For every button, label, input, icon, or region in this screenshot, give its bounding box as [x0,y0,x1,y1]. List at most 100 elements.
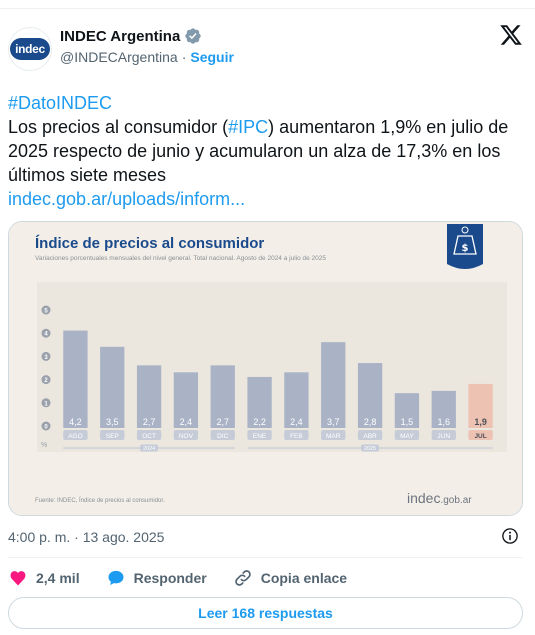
bar-value-label: 1,5 [401,417,414,427]
bar-oct [136,365,162,428]
bar-value-label: 4,2 [69,417,82,427]
reply-button[interactable]: Responder [106,568,207,588]
category-pill [284,430,309,440]
bar-value-label: 1,6 [437,417,450,427]
category-pill [357,430,383,440]
hashtag-ipc[interactable]: #IPC [228,117,269,137]
read-replies-button[interactable]: Leer 168 respuestas [8,597,523,629]
year-pill [140,444,159,452]
like-count: 2,4 mil [36,570,80,586]
category-pill [210,430,235,440]
author-name[interactable]: INDEC Argentina [60,27,181,45]
x-logo-icon[interactable] [499,23,523,47]
bar-value-label: 3,5 [106,417,119,427]
author-handle[interactable]: @INDECArgentina [60,49,178,65]
y-tick-label: 5 [44,309,48,315]
category-pill [100,430,125,440]
bar-value-label: 2,4 [290,417,303,427]
chart-title: Índice de precios al consumidor [35,235,264,252]
y-tick-marker [41,375,51,385]
money-bag-icon: $ [447,224,483,269]
category-label: JUL [474,433,486,440]
reply-bubble-icon [108,570,124,586]
follow-button[interactable]: Seguir [190,49,234,65]
bar-value-label: 2,7 [216,417,229,427]
category-label: AGO [68,433,82,440]
y-tick-label: 0 [44,425,48,431]
bar-value-label: 3,7 [327,417,340,427]
timestamp[interactable]: 4:00 p. m. · 13 ago. 2025 [8,529,165,545]
category-label: NOV [179,433,194,440]
heart-icon [10,571,26,586]
author-handle-row: @INDECArgentina · Seguir [60,49,234,65]
category-label: DIC [217,433,229,440]
info-icon[interactable] [501,527,519,545]
cpi-bar-chart: Índice de precios al consumidor Variacio… [9,222,522,515]
category-label: JUN [437,433,450,440]
copy-link-button[interactable]: Copia enlace [233,568,347,588]
year-label: 2025 [364,446,376,452]
year-label: 2024 [143,446,155,452]
bar-ene [247,376,272,428]
bar-value-label: 2,8 [364,417,377,427]
bar-nov [173,372,199,428]
bar-sep [100,346,125,428]
chart-source: Fuente: INDEC, Índice de precios al cons… [35,497,165,504]
y-tick-label: 3 [44,355,48,361]
category-label: SEP [106,433,119,440]
action-bar: 2,4 mil Responder Copia enlace [8,567,373,589]
bar-jul [468,383,493,428]
bar-value-label: 2,2 [253,417,266,427]
y-tick-marker [41,328,51,338]
category-label: ABR [363,433,377,440]
bar-ago [63,330,88,428]
chart-subtitle: Variaciones porcentuales mensuales del n… [35,255,326,262]
category-pill [136,430,162,440]
bar-abr [357,363,383,428]
year-pill [361,444,380,452]
bar-value-label: 1,9 [474,417,487,427]
bar-may [394,393,420,428]
reply-label: Responder [133,570,207,586]
y-tick-marker [41,398,51,408]
category-label: FEB [290,433,303,440]
bar-value-label: 2,4 [180,417,193,427]
hashtag-datoindec[interactable]: #DatoINDEC [8,93,113,113]
avatar[interactable]: indec [8,27,52,71]
category-pill [63,430,88,440]
y-tick-label: 4 [44,332,48,338]
category-pill [173,430,199,440]
link-icon [234,570,251,586]
y-tick-marker [41,351,51,361]
y-tick-marker [41,305,51,315]
bar-dic [210,365,235,428]
chart-image[interactable]: Índice de precios al consumidor Variacio… [8,221,523,516]
category-pill [431,430,456,440]
bar-value-label: 2,7 [143,417,156,427]
tweet-text-part2: ) aumentaron 1,9% en julio de 2025 respe… [8,117,509,185]
y-tick-marker [41,421,51,431]
chart-y-unit-label: % [41,442,47,449]
y-tick-label: 2 [44,378,48,384]
bar-feb [284,372,309,428]
separator-dot: · [181,49,187,65]
bar-mar [321,342,346,428]
category-label: MAY [400,433,414,440]
category-label: MAR [326,433,341,440]
tweet-text-part1: Los precios al consumidor ( [8,117,229,137]
category-label: OCT [142,433,156,440]
tweet-text: #DatoINDEC Los precios al consumidor (#I… [8,91,518,211]
divider [8,557,523,558]
verified-badge-icon [185,28,201,44]
category-label: ENE [253,433,267,440]
y-tick-label: 1 [44,401,48,407]
category-pill [247,430,272,440]
avatar-logo: indec [10,38,50,60]
category-pill [394,430,420,440]
tweet-card: indec INDEC Argentina @INDECArgentina · … [0,8,535,635]
tweet-link[interactable]: indec.gob.ar/uploads/inform... [8,189,246,209]
like-button[interactable]: 2,4 mil [8,568,80,588]
bar-jun [431,390,456,428]
copy-link-label: Copia enlace [260,570,348,586]
category-pill [468,430,493,440]
